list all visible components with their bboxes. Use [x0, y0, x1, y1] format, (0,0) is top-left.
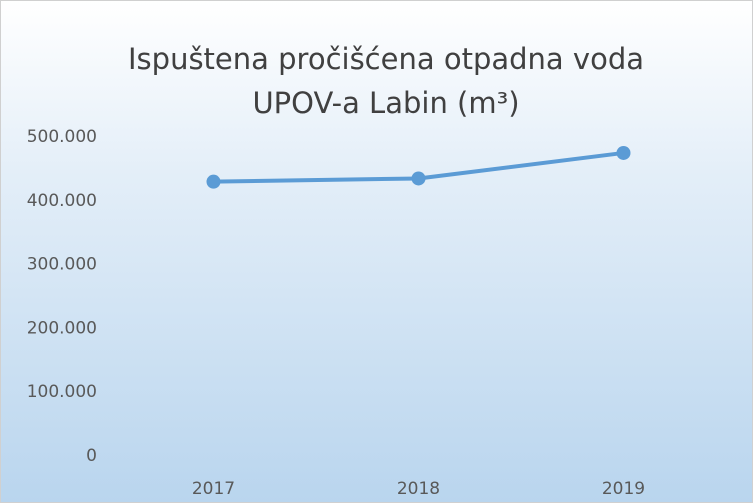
data-point	[411, 171, 426, 186]
data-point	[206, 174, 221, 189]
y-tick-label: 400.000	[27, 191, 97, 211]
y-tick-label: 500.000	[27, 127, 97, 147]
x-tick-label: 2019	[602, 479, 645, 499]
data-point	[616, 145, 631, 160]
chart-title: Ispuštena pročišćena otpadna voda UPOV-a…	[128, 42, 644, 120]
y-tick-label: 300.000	[27, 255, 97, 275]
y-tick-label: 200.000	[27, 318, 97, 338]
y-tick-label: 0	[86, 446, 97, 466]
x-tick-label: 2017	[192, 479, 235, 499]
y-tick-label: 100.000	[27, 382, 97, 402]
x-tick-label: 2018	[397, 479, 440, 499]
